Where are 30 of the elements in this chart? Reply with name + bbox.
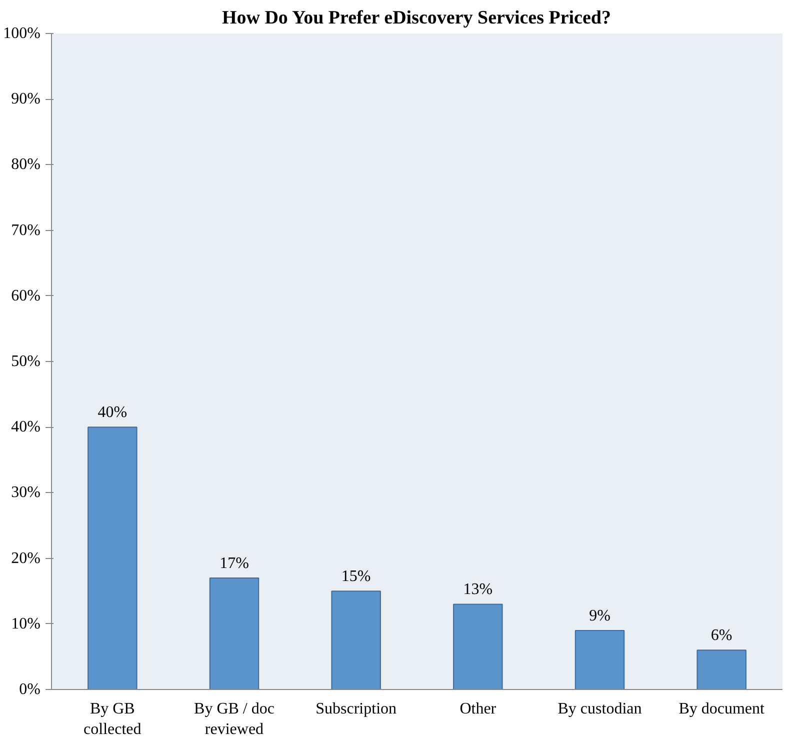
y-tick-label: 70% xyxy=(11,222,40,239)
y-tick-label: 10% xyxy=(11,615,40,632)
x-tick-label: By document xyxy=(678,700,766,718)
y-tick-label: 30% xyxy=(11,484,40,502)
data-label: 15% xyxy=(341,568,371,586)
data-label: 40% xyxy=(98,404,128,422)
y-tick-label: 0% xyxy=(19,681,40,698)
bar xyxy=(696,650,746,690)
y-tick-label: 90% xyxy=(11,90,40,108)
y-tick-label: 50% xyxy=(11,353,40,370)
bar xyxy=(574,630,625,690)
x-tick-label: By GB / doc reviewed xyxy=(194,700,274,738)
y-tick-label: 20% xyxy=(11,550,40,567)
bar xyxy=(331,590,381,690)
chart-title: How Do You Prefer eDiscovery Services Priced? xyxy=(222,8,611,28)
y-tick-label: 60% xyxy=(11,287,40,304)
y-tick-label: 80% xyxy=(11,156,40,174)
x-tick-label: By custodian xyxy=(558,700,642,718)
bar xyxy=(88,426,138,690)
x-tick-label: By GB collected xyxy=(84,700,142,738)
bar xyxy=(209,577,260,690)
data-label: 17% xyxy=(220,554,249,572)
data-label: 9% xyxy=(589,607,610,624)
bar xyxy=(453,604,503,690)
y-tick-label: 40% xyxy=(11,418,40,436)
data-label: 6% xyxy=(710,627,732,644)
x-tick-label: Other xyxy=(460,700,497,718)
x-tick-label: Subscription xyxy=(316,700,397,718)
data-label: 13% xyxy=(463,581,493,598)
y-tick-label: 100% xyxy=(3,25,40,42)
